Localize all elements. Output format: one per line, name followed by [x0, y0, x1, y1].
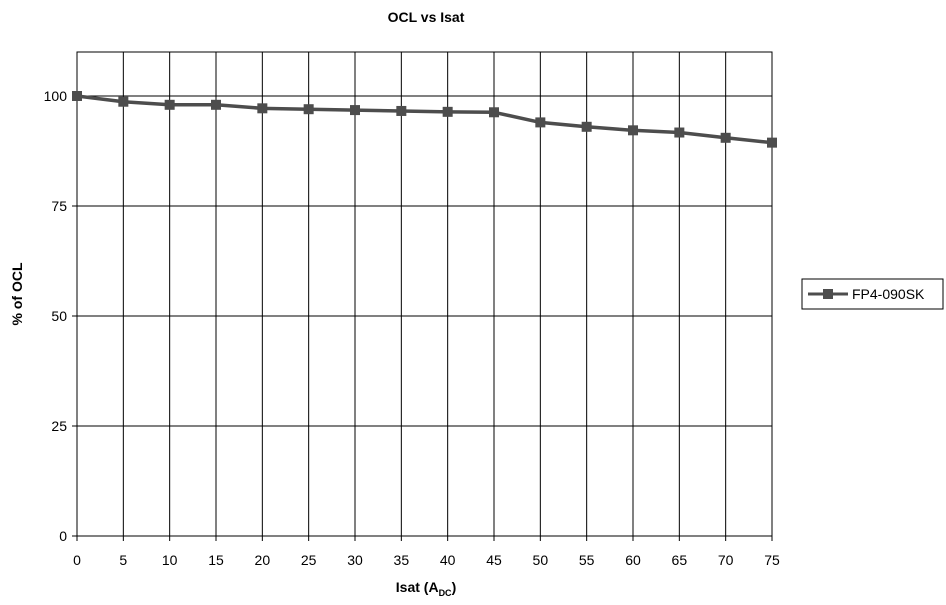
legend-label: FP4-090SK — [852, 286, 925, 302]
x-tick-label: 55 — [579, 552, 595, 568]
legend-marker — [823, 289, 833, 299]
data-point — [211, 99, 221, 110]
chart-title: OCL vs Isat — [388, 9, 465, 25]
x-tick-label: 35 — [394, 552, 410, 568]
x-axis-label-subscript: DC — [439, 588, 452, 598]
data-point — [628, 125, 638, 136]
y-tick-label: 50 — [51, 308, 67, 324]
data-point — [72, 91, 82, 101]
x-tick-label: 5 — [119, 552, 127, 568]
x-tick-label: 0 — [73, 552, 81, 568]
x-tick-label: 15 — [208, 552, 224, 568]
x-tick-label: 70 — [718, 552, 734, 568]
x-tick-label: 40 — [440, 552, 456, 568]
y-tick-label: 100 — [44, 88, 68, 104]
y-axis-label: % of OCL — [9, 262, 25, 325]
x-tick-label: 50 — [533, 552, 549, 568]
x-tick-label: 10 — [162, 552, 178, 568]
y-tick-label: 25 — [51, 418, 67, 434]
data-point — [767, 137, 777, 148]
series-line — [76, 94, 773, 145]
x-tick-label: 75 — [764, 552, 780, 568]
data-point — [164, 99, 175, 110]
data-point — [118, 96, 129, 107]
data-point — [489, 107, 499, 118]
data-point — [350, 105, 360, 116]
x-tick-label: 30 — [347, 552, 363, 568]
data-point — [581, 121, 592, 132]
data-point — [720, 132, 731, 143]
y-tick-label: 0 — [59, 528, 67, 544]
data-point — [535, 117, 546, 128]
y-axis-ticks: 0 25 50 75 100 — [44, 88, 77, 544]
legend: FP4-090SK — [801, 278, 944, 310]
x-tick-label: 60 — [625, 552, 641, 568]
x-tick-label: 20 — [255, 552, 271, 568]
data-point — [674, 127, 685, 138]
y-tick-label: 75 — [51, 198, 67, 214]
x-tick-label: 25 — [301, 552, 317, 568]
plot-area — [76, 51, 773, 537]
x-axis-ticks: 0 5 10 15 20 25 30 35 40 45 50 55 60 65 70 75 — [73, 536, 780, 568]
x-tick-label: 45 — [486, 552, 502, 568]
grid — [77, 52, 772, 536]
x-tick-label: 65 — [672, 552, 688, 568]
x-axis-label: Isat (ADC) — [396, 579, 456, 598]
series-layer — [72, 91, 777, 148]
data-point — [396, 105, 407, 116]
x-axis-label-close: ) — [452, 579, 457, 595]
data-point — [442, 106, 453, 117]
data-point — [257, 103, 268, 114]
data-point — [303, 104, 314, 115]
